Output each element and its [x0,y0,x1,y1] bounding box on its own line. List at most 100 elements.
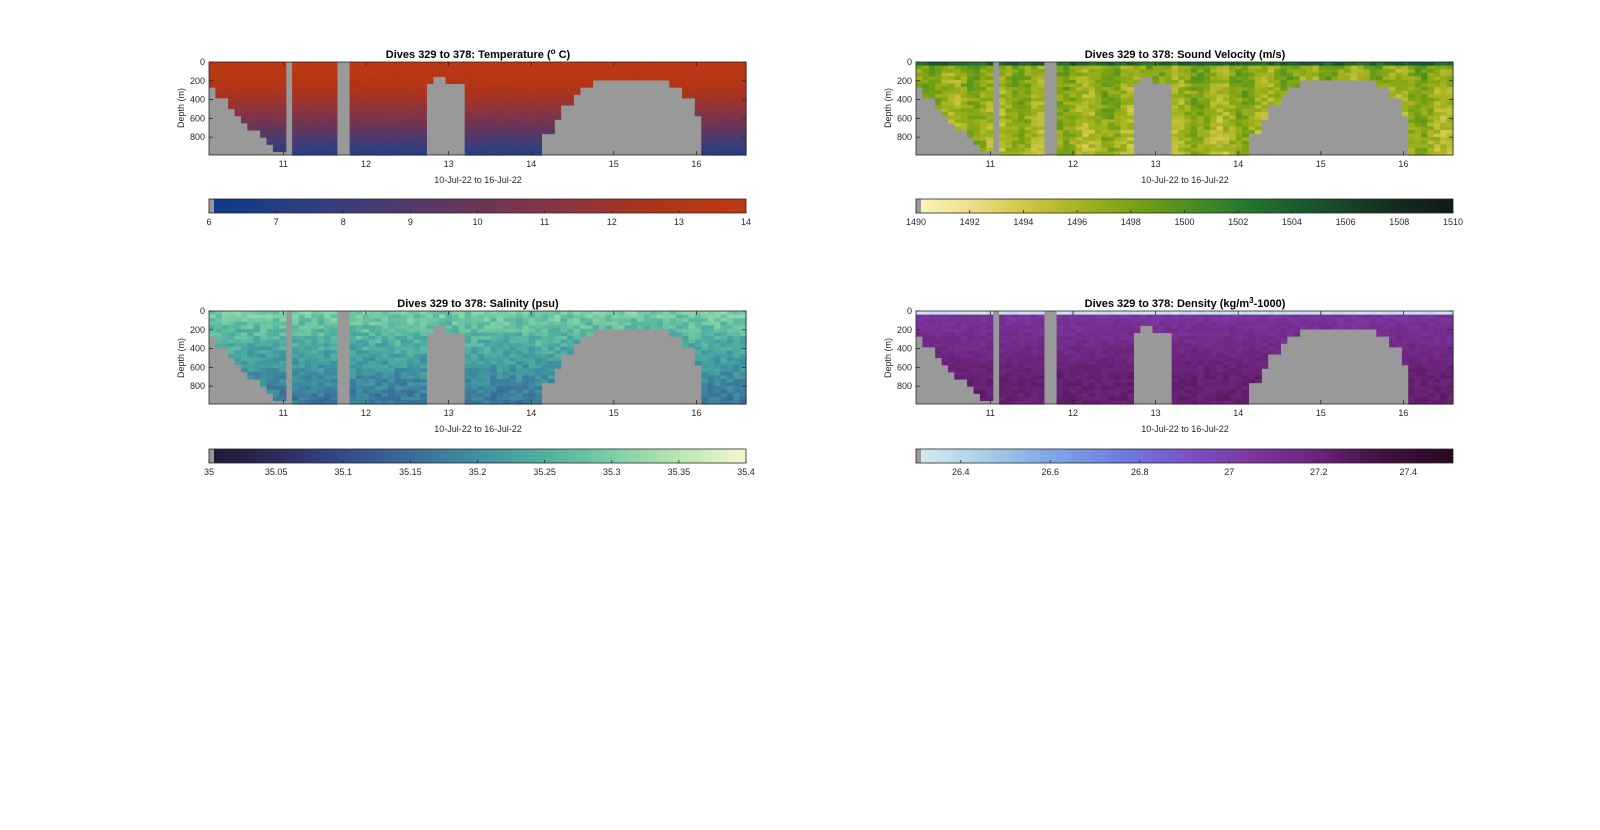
heatmap-cell [400,112,408,117]
heatmap-cell [1389,76,1397,81]
heatmap-cell [413,361,421,366]
heatmap-cell [960,364,968,369]
heatmap-cell [1069,339,1077,344]
heatmap-cell [1063,137,1071,142]
heatmap-cell [605,69,613,74]
heatmap-cell [739,386,747,391]
heatmap-cell [986,72,994,77]
heatmap-cell [1242,72,1250,77]
heatmap-cell [221,76,229,81]
heatmap-cell [1216,147,1224,153]
heatmap-cell [1293,83,1301,88]
heatmap-cell [960,328,968,334]
heatmap-cell [490,76,498,81]
heatmap-cell [483,76,491,81]
heatmap-cell [1024,101,1032,106]
heatmap-cell [388,129,395,135]
heatmap-cell [381,101,389,106]
heatmap-cell [260,129,268,135]
heatmap-cell [483,97,491,102]
heatmap-cell [979,122,987,127]
heatmap-cell [739,328,747,334]
heatmap-cell [592,65,600,70]
heatmap-cell [496,62,504,67]
heatmap-cell [477,400,485,405]
heatmap-cell [726,371,734,376]
heatmap-cell [503,144,511,149]
heatmap-cell [477,72,485,77]
heatmap-cell [967,357,975,362]
heatmap-cell [707,336,715,341]
heatmap-cell [234,357,242,362]
heatmap-cell [324,321,332,326]
heatmap-cell [733,112,741,117]
heatmap-cell [1024,378,1032,384]
heatmap-cell [1414,151,1422,156]
heatmap-cell [279,346,287,351]
heatmap-cell [272,371,280,376]
heatmap-cell [1184,119,1192,124]
heatmap-cell [1101,90,1109,95]
heatmap-cell [1395,90,1403,95]
heatmap-cell [324,65,332,70]
heatmap-cell [1095,122,1102,127]
heatmap-cell [1222,129,1230,135]
heatmap-cell [701,343,709,348]
heatmap-cell [247,62,255,67]
heatmap-cell [726,389,734,394]
heatmap-cell [1331,76,1339,81]
heatmap-cell [388,119,395,124]
heatmap-cell [714,332,722,337]
heatmap-cell [954,69,962,74]
heatmap-cell [451,72,459,77]
heatmap-cell [1005,357,1013,362]
heatmap-cell [1280,72,1288,77]
heatmap-cell [1376,69,1384,74]
heatmap-cell [528,361,536,366]
heatmap-cell [1024,140,1032,145]
heatmap-cell [1274,76,1281,81]
heatmap-cell [388,368,395,373]
heatmap-cell [419,83,427,88]
heatmap-cell [1088,140,1096,145]
heatmap-cell [598,314,606,319]
heatmap-cell [503,346,511,351]
heatmap-cell [935,325,943,330]
heatmap-cell [272,62,280,67]
heatmap-cell [701,101,709,106]
heatmap-cell [1005,62,1013,67]
heatmap-cell [503,137,511,142]
heatmap-cell [1222,119,1230,124]
heatmap-cell [253,87,261,92]
heatmap-cell [266,108,274,113]
heatmap-cell [1069,69,1077,74]
heatmap-cell [554,328,562,334]
heatmap-cell [541,339,549,344]
heatmap-cell [535,119,543,124]
heatmap-cell [1203,104,1211,110]
heatmap-cell [701,94,709,99]
heatmap-cell [954,65,962,70]
heatmap-cell [979,101,987,106]
heatmap-cell [547,65,555,70]
heatmap-cell [979,90,987,95]
heatmap-cell [541,321,549,326]
heatmap-cell [547,122,555,127]
heatmap-cell [726,94,734,99]
heatmap-cell [1357,62,1365,67]
heatmap-cell [298,361,306,366]
heatmap-cell [941,76,949,81]
heatmap-cell [1210,115,1218,120]
heatmap-cell [394,76,402,81]
heatmap-cell [413,122,421,127]
heatmap-cell [496,346,504,351]
heatmap-cell [1011,72,1019,77]
heatmap-cell [714,101,722,106]
heatmap-cell [407,69,415,74]
heatmap-cell [1222,101,1230,106]
heatmap-cell [541,328,549,334]
heatmap-cell [1197,122,1205,127]
heatmap-cell [1248,119,1256,124]
heatmap-cell [496,90,504,95]
heatmap-cell [954,76,962,81]
